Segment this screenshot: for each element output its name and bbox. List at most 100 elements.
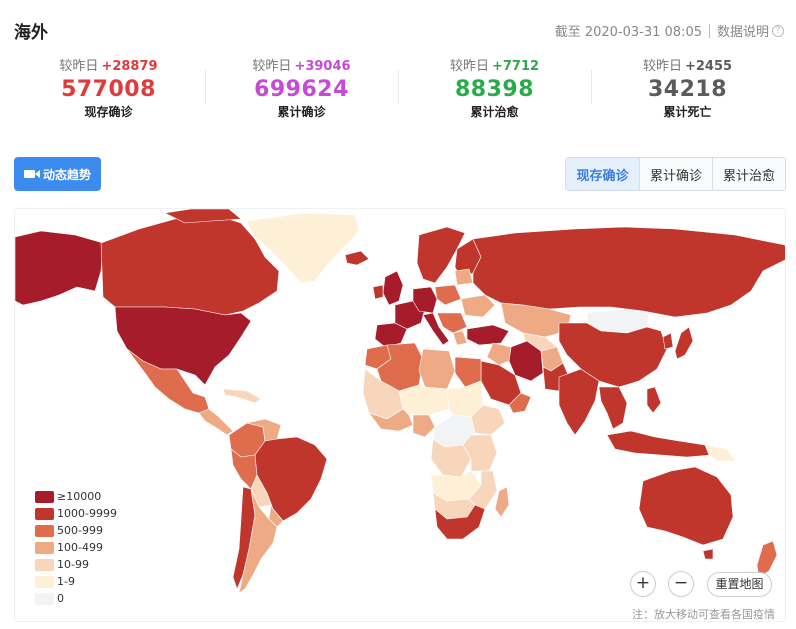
map-region-china <box>558 322 668 388</box>
page-title: 海外 <box>14 23 48 43</box>
stat-value: 88398 <box>454 77 535 102</box>
stat-delta: +7712 <box>491 59 540 74</box>
stat-value: 577008 <box>61 77 156 102</box>
map-region-norway-sweden <box>416 226 466 284</box>
stat-label: 现存确诊 <box>84 105 133 119</box>
map-legend: ≥10000 1000-9999 500-999 100-499 10-99 1… <box>35 488 117 607</box>
map-region-alaska <box>15 230 104 306</box>
legend-swatch <box>35 558 54 571</box>
stat-delta-label: 较昨日 <box>642 59 682 74</box>
tab-total-recovered[interactable]: 累计治愈 <box>712 158 785 190</box>
map-region-korea <box>662 332 674 350</box>
stat-current-confirmed: 较昨日 +28879 577008 现存确诊 <box>12 58 205 124</box>
legend-item[interactable]: 100-499 <box>35 539 117 556</box>
legend-label: 100-499 <box>57 541 103 554</box>
stat-total-recovered: 较昨日 +7712 88398 累计治愈 <box>398 58 591 124</box>
map-region-russia <box>472 226 785 318</box>
map-region-ukraine <box>460 294 496 318</box>
legend-label: 500-999 <box>57 524 103 537</box>
zoom-in-button[interactable]: + <box>630 571 656 597</box>
legend-label: 0 <box>57 592 64 605</box>
map-region-greece <box>452 330 468 346</box>
dynamic-trend-button[interactable]: 动态趋势 <box>14 157 101 191</box>
legend-swatch <box>35 541 54 554</box>
map-region-spain <box>374 322 408 348</box>
dynamic-trend-label: 动态趋势 <box>42 167 91 182</box>
header-meta: 截至 2020-03-31 08:05 数据说明 ? <box>555 21 784 40</box>
legend-item[interactable]: 1-9 <box>35 573 117 590</box>
legend-label: 1000-9999 <box>57 507 117 520</box>
stat-label: 累计确诊 <box>277 105 326 119</box>
map-region-canada-islands <box>164 209 242 224</box>
map-region-indonesia <box>606 430 712 458</box>
map-region-papua <box>704 444 736 462</box>
map-hint: 注：放大移动可查看各国疫情 <box>632 608 775 621</box>
legend-item[interactable]: 1000-9999 <box>35 505 117 522</box>
legend-item[interactable]: 10-99 <box>35 556 117 573</box>
map-region-greenland <box>246 212 360 284</box>
legend-item[interactable]: ≥10000 <box>35 488 117 505</box>
legend-swatch <box>35 490 54 503</box>
legend-label: ≥10000 <box>57 490 102 503</box>
map-region-iraq-syria <box>486 342 512 366</box>
world-map[interactable]: ≥10000 1000-9999 500-999 100-499 10-99 1… <box>14 208 786 622</box>
stat-delta-label: 较昨日 <box>59 59 99 74</box>
world-map-svg[interactable] <box>15 209 786 622</box>
map-region-argentina <box>238 488 278 594</box>
legend-label: 10-99 <box>57 558 89 571</box>
metric-tabs: 现存确诊 累计确诊 累计治愈 <box>565 157 786 191</box>
stat-label: 累计治愈 <box>470 105 519 119</box>
legend-swatch <box>35 507 54 520</box>
map-region-niger-chad <box>398 384 450 416</box>
reset-map-button[interactable]: 重置地图 <box>707 572 772 597</box>
divider <box>708 23 710 38</box>
stat-total-confirmed: 较昨日 +39046 699624 累计确诊 <box>205 58 398 124</box>
map-region-mexico <box>126 348 210 414</box>
map-region-poland <box>434 284 462 306</box>
map-region-iran <box>508 340 544 382</box>
tab-current-confirmed[interactable]: 现存确诊 <box>566 158 639 190</box>
legend-swatch <box>35 575 54 588</box>
map-region-new-zealand <box>756 540 778 578</box>
stat-delta: +2455 <box>684 59 733 74</box>
map-region-southeast-asia <box>598 386 628 430</box>
map-region-paraguay <box>268 504 284 528</box>
stat-value: 699624 <box>254 77 349 102</box>
legend-item[interactable]: 0 <box>35 590 117 607</box>
map-region-west-coast <box>368 408 414 432</box>
map-region-india <box>558 368 600 436</box>
stat-delta-label: 较昨日 <box>449 59 489 74</box>
map-region-japan <box>674 326 694 360</box>
map-region-balkans <box>436 312 468 334</box>
legend-label: 1-9 <box>57 575 75 588</box>
map-region-brazil <box>254 436 328 522</box>
map-region-nigeria <box>412 414 436 438</box>
map-region-usa <box>114 306 252 386</box>
zoom-out-button[interactable]: − <box>668 571 694 597</box>
map-region-libya <box>418 348 456 390</box>
stat-delta: +39046 <box>294 59 351 74</box>
stat-delta-label: 较昨日 <box>252 59 292 74</box>
map-region-east-africa <box>462 434 498 472</box>
legend-item[interactable]: 500-999 <box>35 522 117 539</box>
map-region-tasmania <box>702 548 714 560</box>
data-note-link[interactable]: 数据说明 <box>716 25 769 40</box>
map-region-uk <box>382 270 404 306</box>
stat-value: 34218 <box>647 77 728 102</box>
map-region-turkey <box>466 324 510 346</box>
map-region-australia <box>638 466 734 546</box>
map-region-iceland <box>344 250 370 266</box>
map-region-ireland <box>372 284 384 300</box>
stats-row: 较昨日 +28879 577008 现存确诊 较昨日 +39046 699624 累… <box>12 58 784 124</box>
help-circle-icon[interactable]: ? <box>772 24 784 37</box>
stat-delta: +28879 <box>101 59 158 74</box>
legend-swatch <box>35 524 54 537</box>
map-region-madagascar <box>494 486 510 518</box>
map-region-italy <box>422 312 450 346</box>
stat-label: 累计死亡 <box>663 105 712 119</box>
map-region-oman-yemen <box>508 392 532 414</box>
map-region-central-america <box>198 408 234 436</box>
legend-swatch <box>35 592 54 605</box>
tab-total-confirmed[interactable]: 累计确诊 <box>639 158 712 190</box>
map-region-philippines <box>646 386 662 414</box>
